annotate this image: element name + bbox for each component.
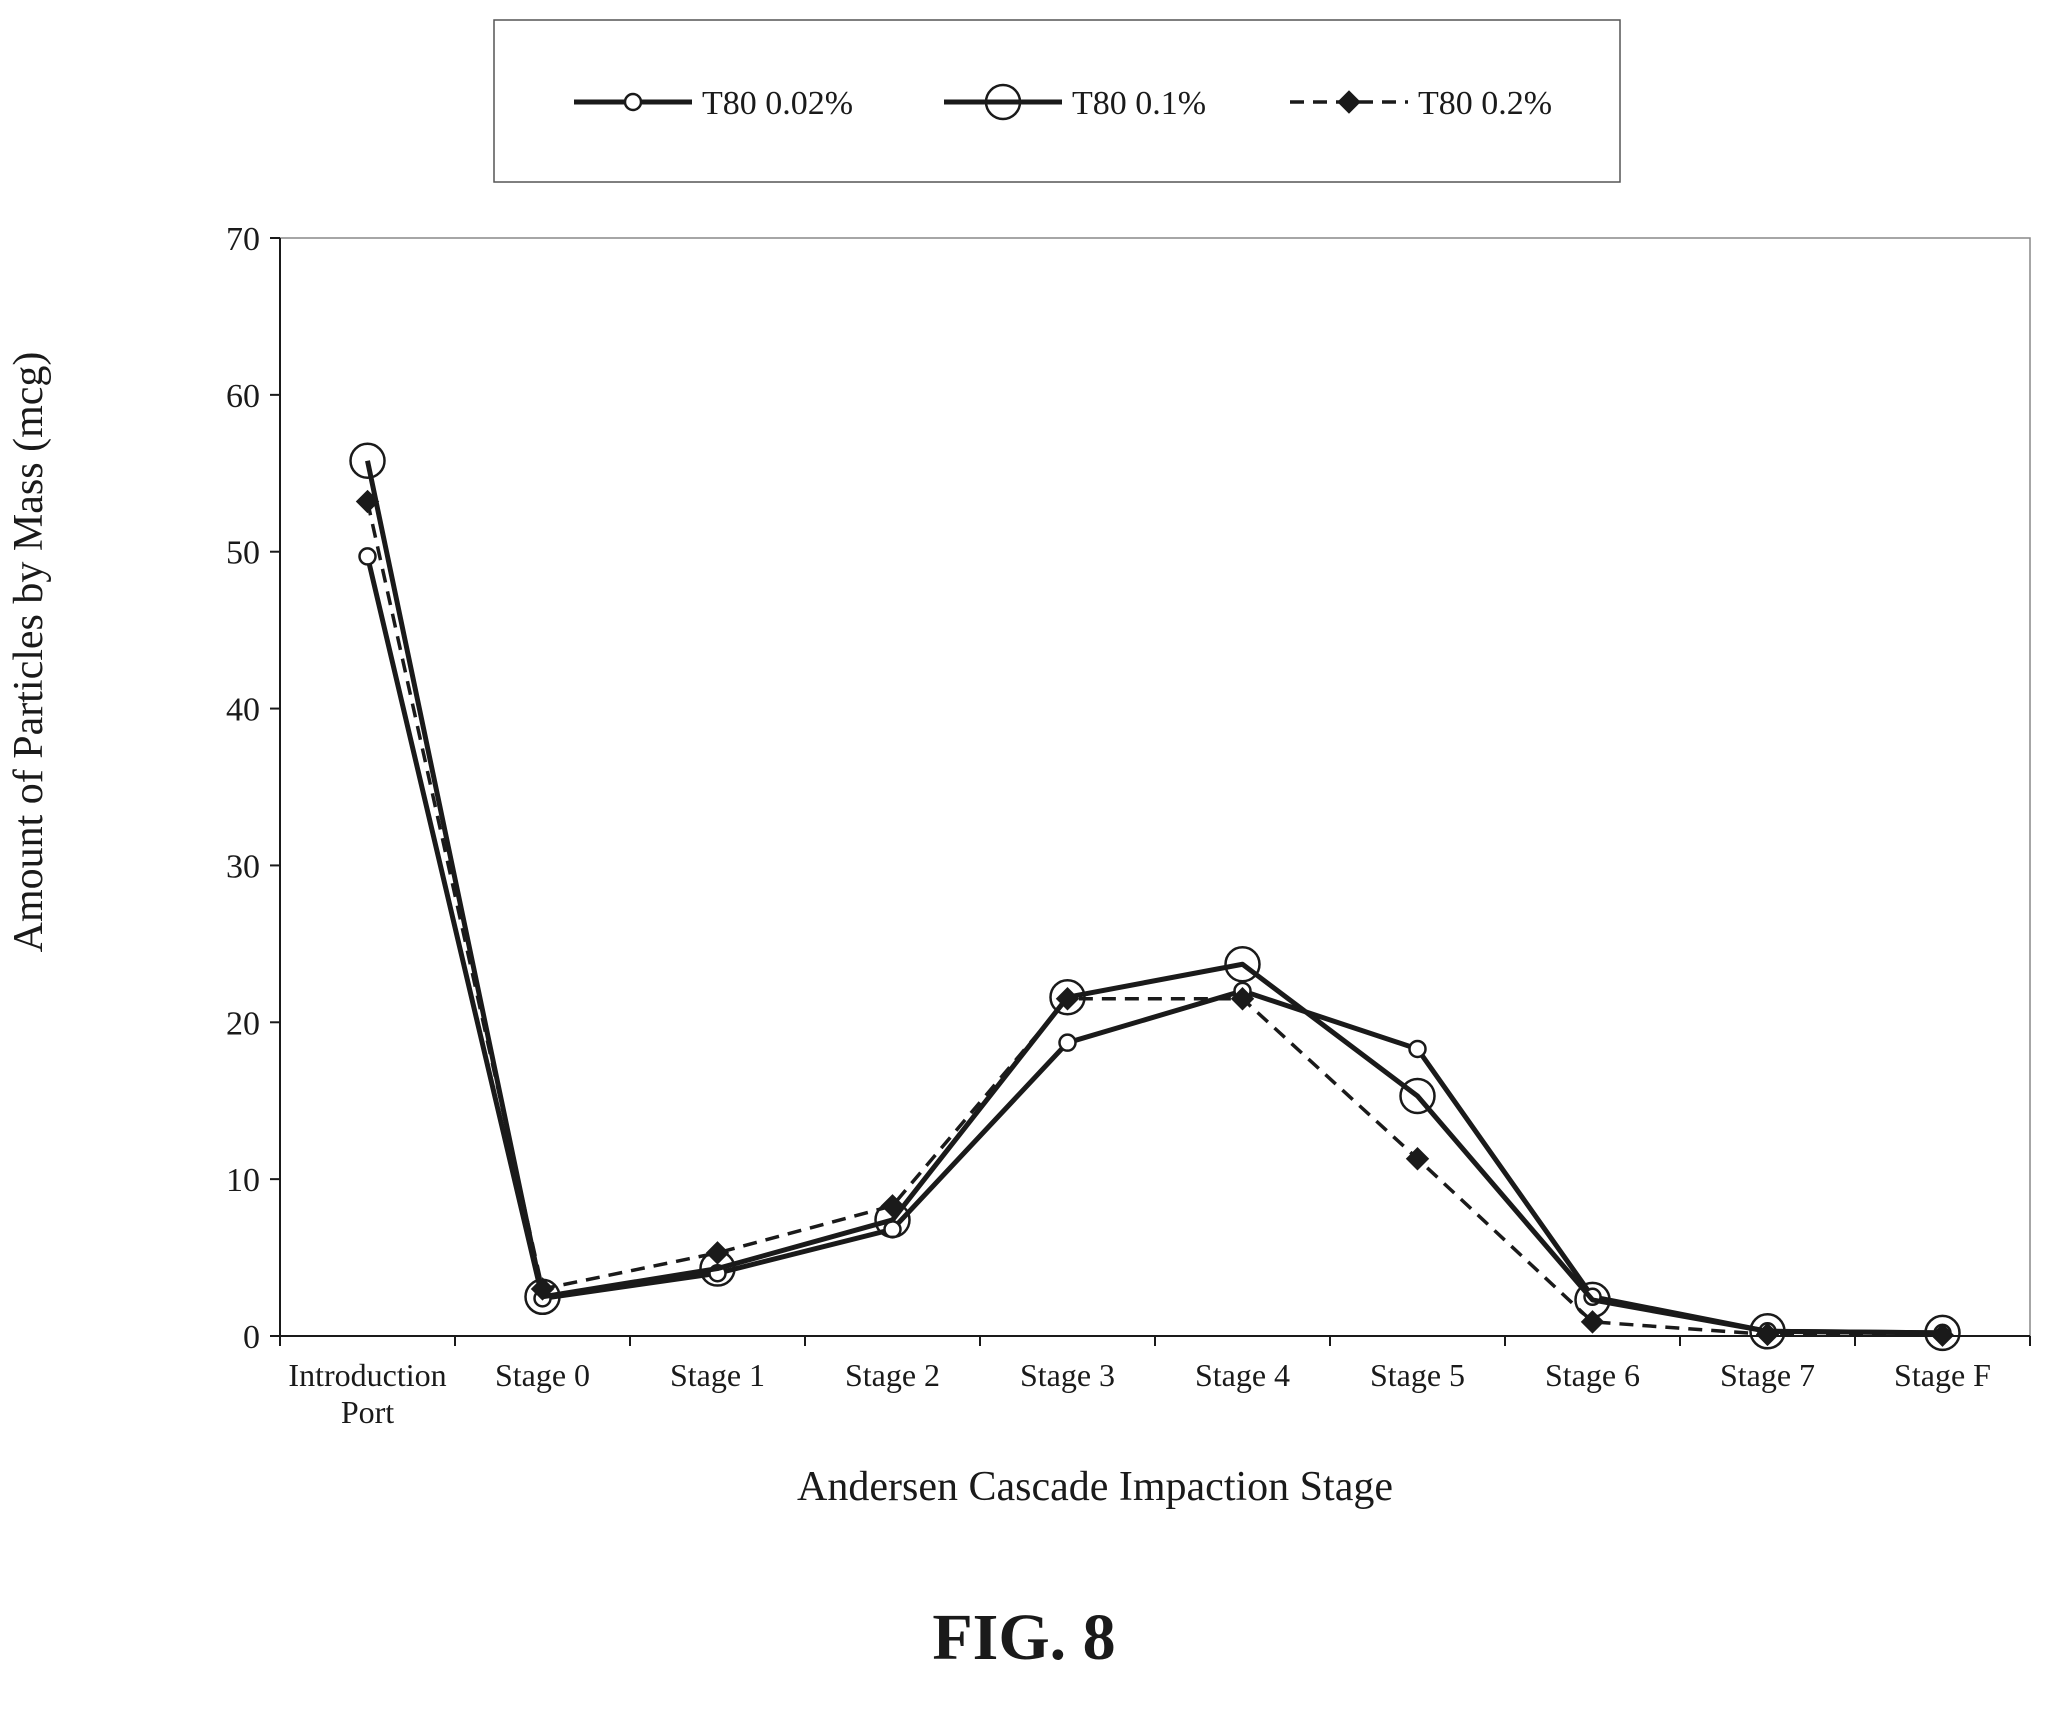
series-2	[349, 442, 1961, 1352]
legend-label: T80 0.2%	[1418, 85, 1552, 122]
data-point	[1930, 1323, 1955, 1347]
data-point	[1230, 987, 1255, 1011]
x-tick-label-line: Stage 1	[670, 1357, 765, 1393]
y-tick-label: 70	[226, 221, 260, 258]
x-tick-label: Stage 5	[1370, 1357, 1465, 1393]
x-tick-label-line: Stage 7	[1720, 1357, 1815, 1393]
data-point	[1580, 1310, 1605, 1334]
data-point	[349, 442, 386, 479]
data-point	[1337, 90, 1361, 114]
data-point	[1058, 1033, 1077, 1052]
x-tick-label: Stage F	[1894, 1357, 1991, 1393]
y-axis-label: Amount of Particles by Mass (mcg)	[6, 352, 52, 953]
x-tick-label-line: Introduction	[288, 1357, 446, 1393]
x-tick-label: Stage 6	[1545, 1357, 1640, 1393]
legend: T80 0.02% T80 0.1% T80 0.2%	[493, 19, 1621, 183]
series-line	[365, 555, 1943, 1336]
x-tick-label: Stage 2	[845, 1357, 940, 1393]
data-point	[1405, 1147, 1430, 1171]
data-point	[623, 92, 643, 112]
data-point	[358, 547, 377, 566]
data-point	[984, 83, 1022, 121]
y-tick-label: 40	[226, 692, 260, 729]
legend-label: T80 0.1%	[1072, 85, 1206, 122]
data-point	[705, 1241, 730, 1265]
x-tick-label: Stage 7	[1720, 1357, 1815, 1393]
data-point	[880, 1194, 905, 1218]
x-tick-label-line: Stage 5	[1370, 1357, 1465, 1393]
data-point	[1224, 945, 1261, 983]
x-tick-label-line: Port	[341, 1394, 394, 1430]
data-point	[1755, 1322, 1780, 1347]
x-axis-label: Andersen Cascade Impaction Stage	[797, 1464, 1393, 1510]
series-line	[365, 501, 1943, 1337]
legend-entry: T80 0.1%	[944, 83, 1206, 122]
x-tick-label: Stage 3	[1020, 1357, 1115, 1393]
y-tick-label: 20	[226, 1005, 260, 1042]
legend-label: T80 0.02%	[702, 85, 853, 122]
plot-frame	[279, 237, 2031, 1337]
x-tick-label: Stage 0	[495, 1357, 590, 1393]
data-point	[355, 489, 380, 514]
series-line	[365, 460, 1943, 1336]
y-tick-label: 30	[226, 848, 260, 885]
data-point	[1924, 1314, 1961, 1352]
axes: 0 10 20 30 40 50 60 70 Introduction Port Stage 0 St…	[226, 221, 2031, 1430]
data-point	[1408, 1039, 1427, 1059]
y-tick-label: 50	[226, 535, 260, 572]
data-point	[1749, 1313, 1786, 1350]
legend-entry: T80 0.2%	[1290, 85, 1552, 122]
x-tick-label-line: Stage 3	[1020, 1357, 1115, 1393]
x-tick-label: Stage 4	[1195, 1357, 1290, 1393]
y-tick-label: 0	[243, 1319, 260, 1356]
y-tick-label: 60	[226, 378, 260, 415]
x-tick-label-line: Stage 2	[845, 1357, 940, 1393]
data-point	[1399, 1077, 1436, 1115]
series-3	[355, 489, 1955, 1347]
data-point	[1055, 987, 1080, 1011]
x-tick-label-line: Stage 0	[495, 1357, 590, 1393]
series-1	[358, 547, 1952, 1343]
x-tick-label: Stage 1	[670, 1357, 765, 1393]
x-tick-label-line: Stage 6	[1545, 1357, 1640, 1393]
x-tick-label: Introduction Port	[288, 1357, 446, 1430]
figure-label: FIG. 8	[932, 1601, 1116, 1674]
x-tick-label-line: Stage F	[1894, 1357, 1991, 1393]
y-tick-label: 10	[226, 1162, 260, 1199]
x-tick-label-line: Stage 4	[1195, 1357, 1290, 1393]
data-point	[530, 1277, 555, 1301]
series	[349, 442, 1961, 1352]
legend-entry: T80 0.02%	[574, 85, 853, 122]
plot-area	[279, 237, 2031, 1337]
